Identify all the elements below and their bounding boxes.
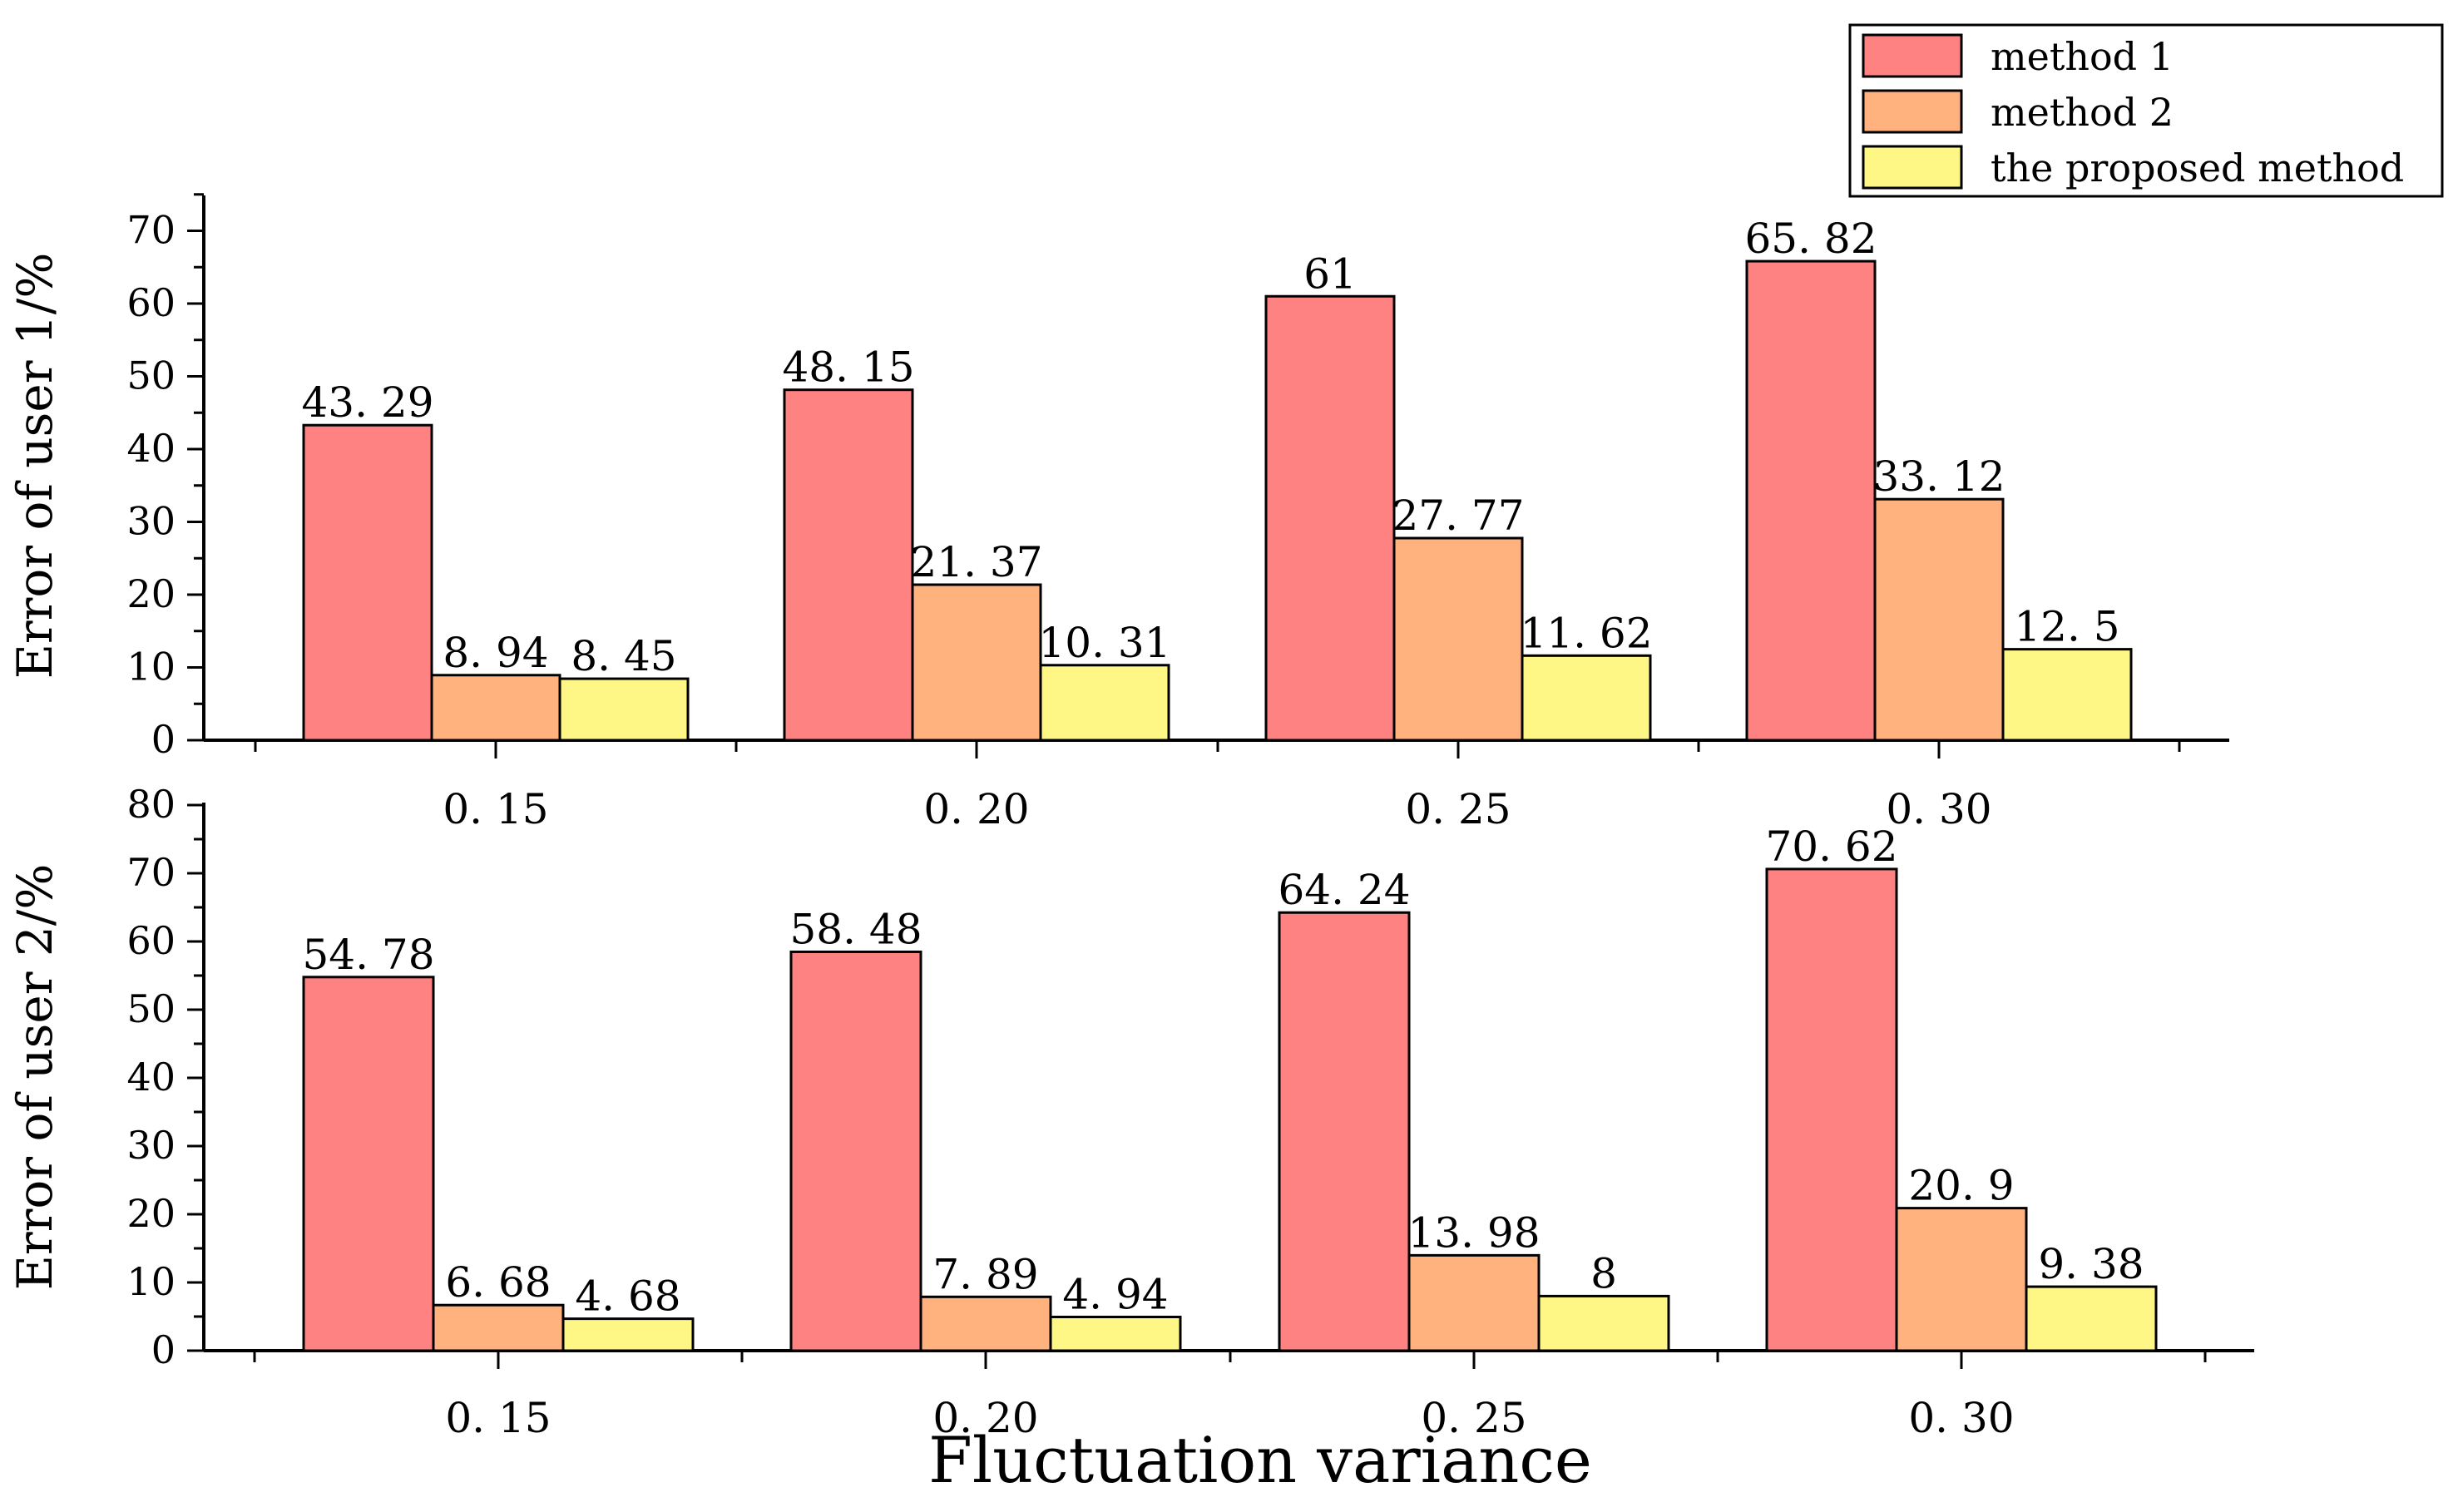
bar-value-label: 6. 68: [445, 1258, 551, 1307]
bar-value-label: 8. 94: [443, 629, 548, 677]
bar-value-label: 4. 94: [1062, 1270, 1168, 1318]
y-tick-label: 20: [126, 571, 176, 616]
bar-the-proposed-method-0.25: [1521, 654, 1652, 742]
y-tick-label: 50: [126, 353, 176, 398]
bar-method-1-0.30: [1745, 259, 1877, 742]
y-tick-label: 30: [126, 499, 176, 544]
y-tick-label: 10: [126, 1259, 176, 1304]
bar-value-label: 48. 15: [782, 343, 914, 392]
bar-the-proposed-method-0.15: [561, 1317, 695, 1352]
y-tick-label: 50: [126, 986, 176, 1031]
x-tick-label: 0. 20: [932, 1394, 1038, 1442]
bar-method-1-0.15: [302, 423, 433, 742]
bar-method-2-0.15: [432, 1303, 565, 1352]
bar-method-2-0.20: [919, 1295, 1052, 1352]
bar-value-label: 9. 38: [2038, 1240, 2144, 1288]
bar-value-label: 58. 48: [789, 905, 922, 953]
bar-the-proposed-method-0.20: [1039, 664, 1170, 742]
y-tick-label: 60: [126, 918, 176, 963]
panel-1: 0 10 20 30 40 50 60 70 Error of user 1/% 0. 15 0. …: [7, 193, 2229, 833]
x-axis-title: Fluctuation variance: [928, 1423, 1592, 1497]
bar-value-label: 33. 12: [1872, 452, 2005, 501]
bar-method-1-0.25: [1278, 911, 1411, 1352]
bar-the-proposed-method-0.20: [1049, 1315, 1182, 1352]
y-tick-label: 80: [126, 782, 176, 827]
y-tick-label: 0: [151, 717, 176, 762]
bar-value-label: 12. 5: [2014, 603, 2119, 651]
panel-2: 0 10 20 30 40 50 60 70 80 Error of user 2/% 0. 15 0…: [7, 782, 2254, 1442]
bar-the-proposed-method-0.30: [2001, 648, 2133, 742]
x-tick-label: 0. 25: [1405, 785, 1511, 833]
bar-value-label: 8. 45: [571, 632, 676, 680]
x-tick-label: 0. 25: [1421, 1394, 1526, 1442]
bar-value-label: 65. 82: [1744, 215, 1877, 263]
bar-the-proposed-method-0.15: [558, 677, 690, 742]
legend: method 1 method 2 the proposed method: [1848, 23, 2444, 198]
bar-value-label: 10. 31: [1038, 619, 1170, 667]
bar-method-1-0.30: [1765, 867, 1898, 1352]
bar-value-label: 27. 77: [1392, 492, 1524, 540]
y-tick-label: 70: [126, 208, 176, 253]
legend-swatch-method-2: [1862, 89, 1963, 134]
x-tick-label: 0. 15: [445, 1394, 551, 1442]
y-tick-label: 60: [126, 280, 176, 325]
legend-label-method-2: method 2: [1991, 90, 2174, 135]
y-tick-label: 40: [126, 1055, 176, 1099]
y-tick-label: 30: [126, 1123, 176, 1168]
x-tick-label: 0. 15: [443, 785, 548, 833]
bar-method-1-0.25: [1264, 294, 1396, 742]
bar-method-2-0.25: [1407, 1253, 1541, 1352]
y-tick-label: 0: [151, 1327, 176, 1372]
bar-the-proposed-method-0.25: [1537, 1294, 1670, 1352]
bar-the-proposed-method-0.30: [2025, 1285, 2158, 1352]
bar-method-1-0.15: [302, 976, 435, 1352]
y-tick-label: 40: [126, 426, 176, 471]
legend-swatch-proposed-method: [1862, 145, 1963, 190]
bar-value-label: 43. 29: [301, 378, 433, 427]
chart-panels: 0 10 20 30 40 50 60 70 Error of user 1/% 0. 15 0. …: [7, 193, 2254, 1442]
bar-value-label: 54. 78: [302, 931, 434, 979]
bar-method-2-0.25: [1392, 536, 1524, 742]
x-tick-label: 0. 30: [1886, 785, 1991, 833]
x-tick-label: 0. 30: [1908, 1394, 2014, 1442]
y-tick-label: 20: [126, 1191, 176, 1236]
legend-swatch-method-1: [1862, 33, 1963, 78]
bar-value-label: 61: [1303, 250, 1357, 298]
x-tick-label: 0. 20: [923, 785, 1029, 833]
bar-value-label: 8: [1590, 1249, 1617, 1297]
bar-value-label: 20. 9: [1908, 1162, 2014, 1210]
bar-value-label: 11. 62: [1520, 609, 1652, 657]
bar-value-label: 70. 62: [1765, 823, 1897, 871]
y-tick-label: 70: [126, 850, 176, 895]
bar-value-label: 21. 37: [910, 538, 1042, 586]
bar-method-2-0.30: [1895, 1207, 2028, 1352]
bar-method-2-0.30: [1873, 497, 2005, 742]
bar-method-1-0.20: [789, 950, 922, 1352]
bar-value-label: 7. 89: [932, 1250, 1038, 1298]
bar-value-label: 64. 24: [1278, 866, 1410, 914]
bar-method-2-0.15: [430, 674, 561, 742]
legend-label-method-1: method 1: [1991, 34, 2174, 79]
bar-value-label: 4. 68: [575, 1272, 680, 1321]
bar-method-1-0.20: [783, 388, 914, 742]
legend-label-proposed-method: the proposed method: [1991, 146, 2404, 190]
bar-method-2-0.20: [911, 583, 1042, 742]
bar-value-label: 13. 98: [1407, 1208, 1540, 1257]
y-axis-title: Error of user 1/%: [7, 253, 63, 679]
y-axis-title: Error of user 2/%: [7, 864, 63, 1291]
y-tick-label: 10: [126, 645, 176, 689]
